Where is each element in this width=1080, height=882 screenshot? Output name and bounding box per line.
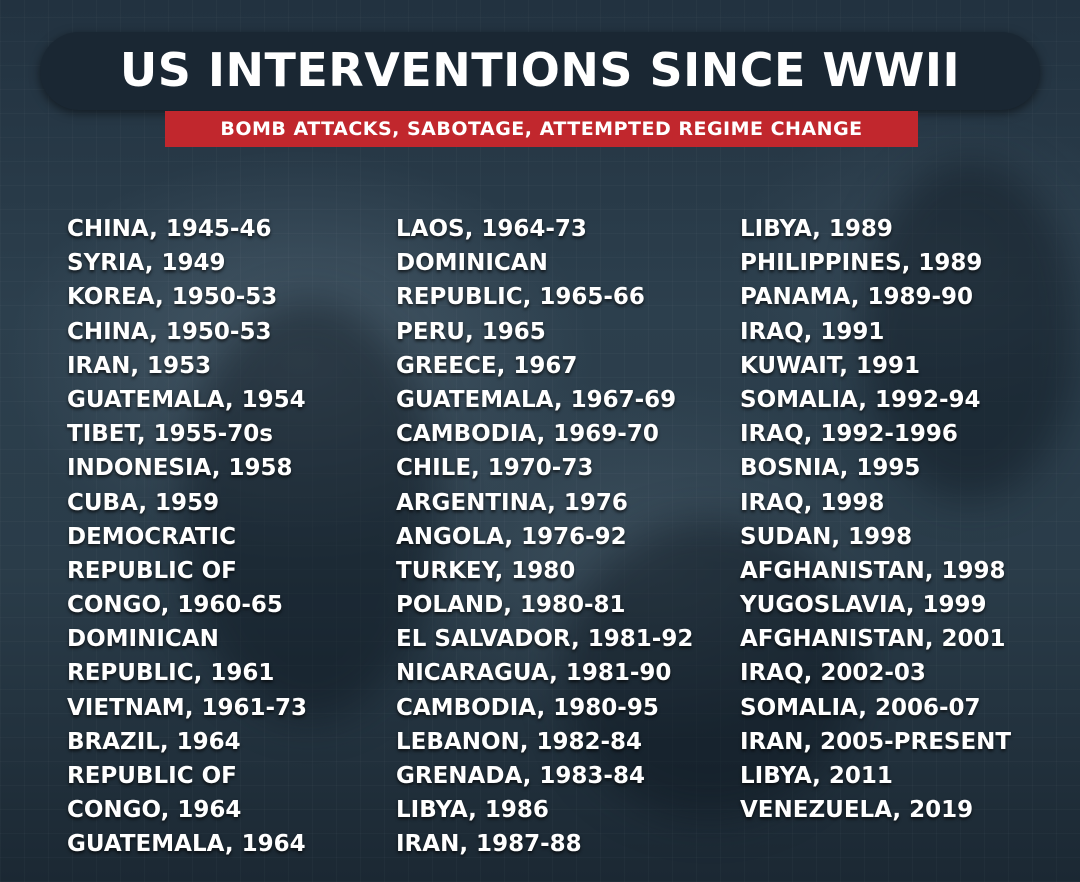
intervention-entry: GREECE, 1967 — [396, 352, 578, 379]
intervention-column-1: CHINA, 1945-46 SYRIA, 1949 KOREA, 1950-53 C… — [67, 212, 307, 862]
intervention-entry: EL SALVADOR, 1981-92 — [396, 626, 694, 653]
intervention-column-2: LAOS, 1964-73 DOMINICAN REPUBLIC, 1965-66 P… — [396, 212, 693, 862]
intervention-entry: SYRIA, 1949 — [67, 250, 226, 277]
intervention-entry: IRAQ, 1991 — [740, 318, 885, 345]
intervention-entry: VENEZUELA, 2019 — [740, 797, 974, 824]
intervention-entry: REPUBLIC, 1961 — [67, 660, 275, 687]
intervention-entry: IRAQ, 1992-1996 — [740, 421, 958, 448]
intervention-entry: REPUBLIC OF — [67, 557, 237, 584]
intervention-entry: DOMINICAN — [67, 626, 219, 653]
page-subtitle: BOMB ATTACKS, SABOTAGE, ATTEMPTED REGIME… — [220, 118, 863, 140]
intervention-entry: AFGHANISTAN, 2001 — [740, 626, 1006, 653]
page-title: US INTERVENTIONS SINCE WWII — [119, 43, 961, 97]
intervention-entry: YUGOSLAVIA, 1999 — [740, 592, 987, 619]
intervention-entry: CHINA, 1945-46 — [67, 216, 272, 242]
intervention-entry: TIBET, 1955-70s — [67, 421, 273, 448]
intervention-entry: SOMALIA, 1992-94 — [740, 386, 981, 413]
intervention-entry: PERU, 1965 — [396, 318, 546, 345]
intervention-entry: KOREA, 1950-53 — [67, 284, 278, 311]
intervention-entry: KUWAIT, 1991 — [740, 352, 920, 379]
intervention-entry: IRAN, 1953 — [67, 352, 212, 379]
intervention-entry: SOMALIA, 2006-07 — [740, 694, 981, 721]
intervention-entry: GRENADA, 1983-84 — [396, 763, 645, 789]
intervention-entry: IRAQ, 1998 — [740, 489, 885, 516]
intervention-entry: CAMBODIA, 1969-70 — [396, 421, 659, 448]
intervention-entry: IRAN, 2005-PRESENT — [740, 728, 1012, 755]
intervention-entry: IRAQ, 2002-03 — [740, 660, 926, 687]
intervention-entry: ARGENTINA, 1976 — [396, 489, 628, 516]
intervention-entry: GUATEMALA, 1967-69 — [396, 386, 677, 413]
intervention-entry: REPUBLIC, 1965-66 — [396, 284, 645, 311]
intervention-entry: INDONESIA, 1958 — [67, 455, 293, 482]
intervention-entry: CONGO, 1960-65 — [67, 592, 283, 619]
background-shadow-figure — [860, 160, 1080, 500]
intervention-entry: DEMOCRATIC — [67, 523, 236, 550]
intervention-entry: ANGOLA, 1976-92 — [396, 523, 627, 550]
intervention-entry: AFGHANISTAN, 1998 — [740, 557, 1006, 584]
background-shadow-figure — [560, 520, 860, 820]
intervention-column-3: LIBYA, 1989 PHILIPPINES, 1989 PANAMA, 1989… — [740, 212, 1011, 827]
intervention-entry: BOSNIA, 1995 — [740, 455, 921, 482]
intervention-entry: IRAN, 1987-88 — [396, 831, 582, 858]
intervention-entry: SUDAN, 1998 — [740, 523, 913, 550]
intervention-entry: GUATEMALA, 1954 — [67, 386, 306, 413]
intervention-entry: PANAMA, 1989-90 — [740, 284, 974, 311]
intervention-entry: CHILE, 1970-73 — [396, 455, 594, 482]
intervention-entry: LIBYA, 1989 — [740, 216, 893, 242]
intervention-entry: BRAZIL, 1964 — [67, 728, 241, 755]
intervention-entry: REPUBLIC OF — [67, 763, 237, 789]
intervention-entry: CAMBODIA, 1980-95 — [396, 694, 659, 721]
intervention-entry: NICARAGUA, 1981-90 — [396, 660, 672, 687]
intervention-entry: LIBYA, 2011 — [740, 763, 893, 789]
intervention-entry: GUATEMALA, 1964 — [67, 831, 306, 858]
intervention-entry: CONGO, 1964 — [67, 797, 242, 824]
intervention-entry: LAOS, 1964-73 — [396, 216, 587, 242]
intervention-entry: POLAND, 1980-81 — [396, 592, 626, 619]
background-shadow-figure — [180, 300, 440, 720]
intervention-entry: LEBANON, 1982-84 — [396, 728, 643, 755]
subtitle-banner: BOMB ATTACKS, SABOTAGE, ATTEMPTED REGIME… — [165, 111, 918, 147]
title-banner: US INTERVENTIONS SINCE WWII — [40, 32, 1040, 110]
intervention-entry: VIETNAM, 1961-73 — [67, 694, 308, 721]
intervention-entry: DOMINICAN — [396, 250, 548, 277]
intervention-entry: CUBA, 1959 — [67, 489, 220, 516]
intervention-entry: LIBYA, 1986 — [396, 797, 549, 824]
intervention-entry: TURKEY, 1980 — [396, 557, 576, 584]
intervention-entry: CHINA, 1950-53 — [67, 318, 272, 345]
intervention-entry: PHILIPPINES, 1989 — [740, 250, 983, 277]
